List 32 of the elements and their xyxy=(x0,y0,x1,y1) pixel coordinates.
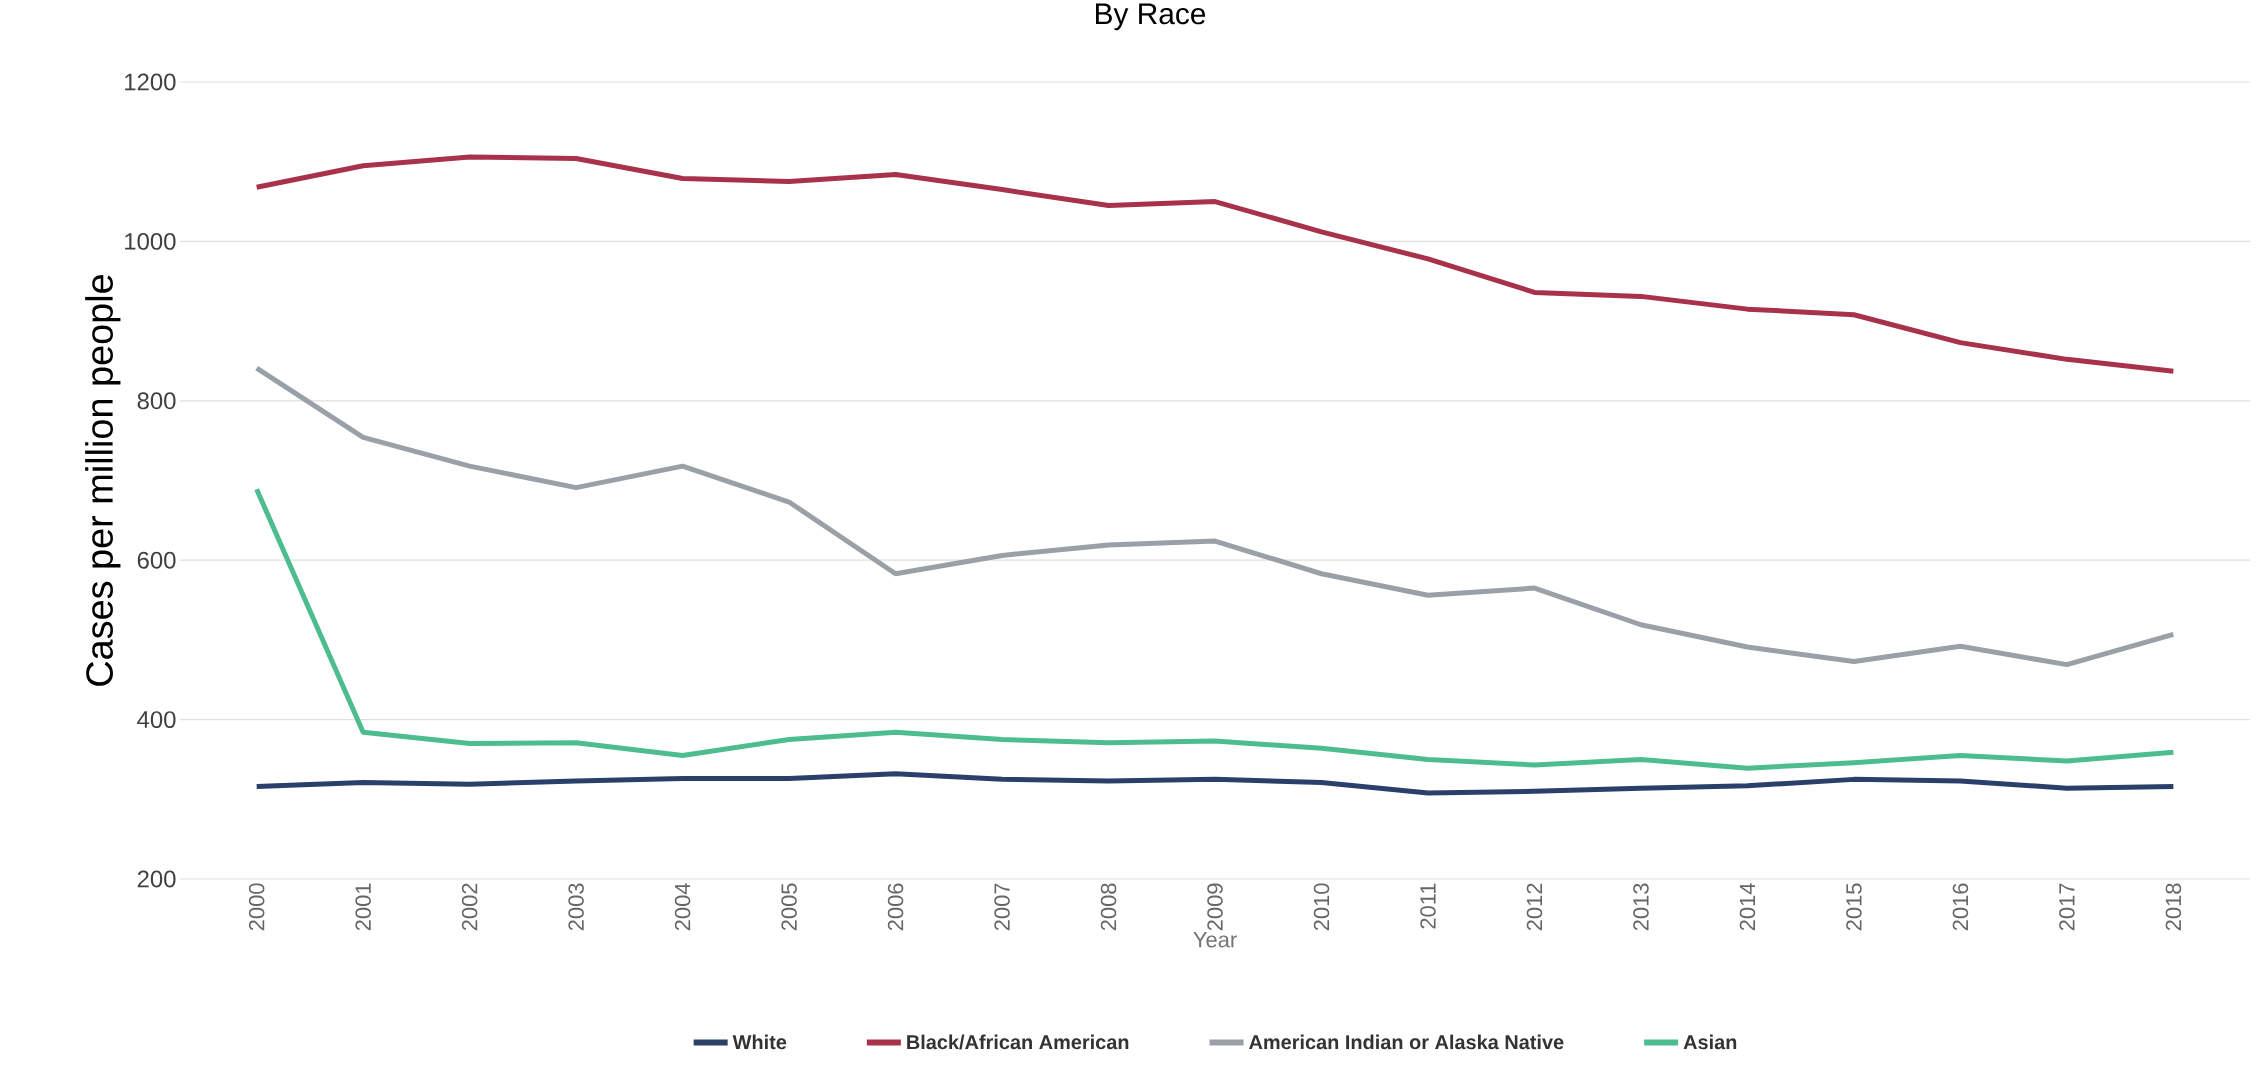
y-tick-label: 1000 xyxy=(125,232,176,250)
x-tick-label: 2000 xyxy=(248,883,265,931)
x-tick-label: 2014 xyxy=(1739,883,1756,931)
chart-title: By Race xyxy=(1095,3,1206,31)
x-tick-label: 2011 xyxy=(1420,883,1436,929)
x-tick-label: 2001 xyxy=(355,883,371,931)
legend-label: Asian xyxy=(1683,1034,1737,1050)
x-axis-title: Year xyxy=(1193,932,1237,948)
x-tick-label: 2005 xyxy=(781,883,797,931)
x-tick-label: 2008 xyxy=(1100,883,1117,931)
y-tick-label: 800 xyxy=(137,392,176,410)
y-axis-title: Cases per million people xyxy=(85,275,121,686)
legend-label: White xyxy=(732,1034,787,1050)
x-tick-label: 2006 xyxy=(887,883,904,931)
x-tick-label: 2010 xyxy=(1313,883,1330,931)
y-tick-label: 1200 xyxy=(125,73,176,91)
legend-label: Black/African American xyxy=(907,1034,1129,1050)
x-tick-label: 2016 xyxy=(1952,883,1969,931)
x-tick-label: 2002 xyxy=(461,883,478,931)
x-tick-label: 2015 xyxy=(1846,883,1862,931)
legend-label: American Indian or Alaska Native xyxy=(1249,1034,1564,1050)
x-tick-label: 2007 xyxy=(994,883,1010,931)
x-tick-label: 2009 xyxy=(1207,883,1223,931)
x-tick-label: 2018 xyxy=(2165,883,2182,931)
y-tick-label: 400 xyxy=(137,711,176,729)
x-tick-label: 2012 xyxy=(1526,883,1543,931)
x-tick-label: 2003 xyxy=(568,883,584,931)
y-tick-label: 200 xyxy=(137,870,176,888)
x-tick-label: 2004 xyxy=(674,883,691,931)
x-tick-label: 2013 xyxy=(1633,883,1649,931)
x-tick-label: 2017 xyxy=(2059,883,2075,931)
y-tick-label: 600 xyxy=(137,551,176,569)
